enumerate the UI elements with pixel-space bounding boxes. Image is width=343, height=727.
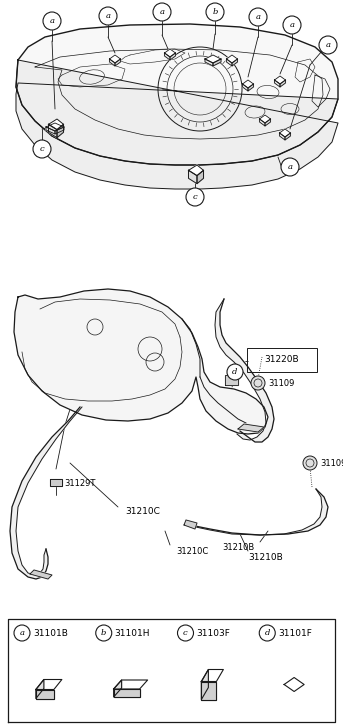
Polygon shape xyxy=(46,123,64,131)
Text: 31103F: 31103F xyxy=(197,629,230,638)
Text: a: a xyxy=(49,17,55,25)
Polygon shape xyxy=(36,680,44,699)
Text: a: a xyxy=(20,629,24,637)
Text: a: a xyxy=(159,8,165,16)
Text: a: a xyxy=(106,12,110,20)
Text: b: b xyxy=(101,629,106,637)
Circle shape xyxy=(43,12,61,30)
Polygon shape xyxy=(50,479,62,486)
Text: 31210B: 31210B xyxy=(222,542,254,552)
Text: 31109: 31109 xyxy=(320,459,343,467)
Polygon shape xyxy=(48,119,63,129)
Text: 31101B: 31101B xyxy=(33,629,68,638)
Polygon shape xyxy=(55,127,64,134)
Circle shape xyxy=(319,36,337,54)
Polygon shape xyxy=(115,59,120,66)
Circle shape xyxy=(251,376,265,390)
Polygon shape xyxy=(274,80,280,87)
Circle shape xyxy=(14,625,30,641)
Polygon shape xyxy=(8,619,335,722)
Text: c: c xyxy=(193,193,197,201)
Circle shape xyxy=(153,3,171,21)
Circle shape xyxy=(33,140,51,158)
Polygon shape xyxy=(189,170,197,184)
Polygon shape xyxy=(57,124,63,137)
Polygon shape xyxy=(274,76,285,84)
Polygon shape xyxy=(114,680,122,697)
Polygon shape xyxy=(260,119,265,126)
Polygon shape xyxy=(16,60,338,189)
Circle shape xyxy=(303,456,317,470)
Circle shape xyxy=(99,7,117,25)
Circle shape xyxy=(186,188,204,206)
Polygon shape xyxy=(205,55,221,63)
Circle shape xyxy=(283,16,301,34)
Polygon shape xyxy=(265,119,271,126)
Polygon shape xyxy=(215,299,274,442)
Polygon shape xyxy=(201,670,209,699)
Circle shape xyxy=(96,625,112,641)
Polygon shape xyxy=(190,489,328,535)
Polygon shape xyxy=(213,59,221,66)
Circle shape xyxy=(177,625,193,641)
Polygon shape xyxy=(280,133,285,140)
Text: a: a xyxy=(256,13,260,21)
Text: 31220B: 31220B xyxy=(265,356,299,364)
Text: a: a xyxy=(289,21,295,29)
Text: 31101H: 31101H xyxy=(115,629,150,638)
Circle shape xyxy=(206,3,224,21)
Polygon shape xyxy=(109,59,115,66)
Text: a: a xyxy=(287,163,293,171)
Polygon shape xyxy=(205,59,213,66)
Polygon shape xyxy=(232,59,237,66)
Polygon shape xyxy=(184,520,197,529)
Text: 31210C: 31210C xyxy=(125,507,160,516)
Polygon shape xyxy=(30,570,52,579)
Polygon shape xyxy=(226,59,232,66)
Text: 31101F: 31101F xyxy=(278,629,312,638)
Polygon shape xyxy=(260,115,271,123)
Text: d: d xyxy=(232,368,238,376)
Polygon shape xyxy=(48,124,57,137)
Polygon shape xyxy=(114,689,140,697)
Text: d: d xyxy=(264,629,270,637)
Circle shape xyxy=(259,625,275,641)
Text: 31129T: 31129T xyxy=(64,480,95,489)
Polygon shape xyxy=(285,133,291,140)
Polygon shape xyxy=(114,680,147,689)
Polygon shape xyxy=(225,375,238,385)
Polygon shape xyxy=(197,170,203,184)
Text: c: c xyxy=(183,629,188,637)
Polygon shape xyxy=(165,49,176,57)
Polygon shape xyxy=(201,681,216,699)
Polygon shape xyxy=(165,53,170,60)
Text: 31210B: 31210B xyxy=(248,553,283,561)
Polygon shape xyxy=(36,680,62,689)
Polygon shape xyxy=(243,80,253,88)
Polygon shape xyxy=(16,24,338,165)
Text: 31210C: 31210C xyxy=(176,547,208,556)
Polygon shape xyxy=(280,129,291,137)
Polygon shape xyxy=(248,84,253,91)
Circle shape xyxy=(281,158,299,176)
Polygon shape xyxy=(10,407,82,579)
Polygon shape xyxy=(280,80,285,87)
Polygon shape xyxy=(109,55,120,63)
Circle shape xyxy=(249,8,267,26)
Polygon shape xyxy=(284,678,304,691)
Text: a: a xyxy=(326,41,331,49)
Polygon shape xyxy=(201,670,223,681)
Text: b: b xyxy=(212,8,218,16)
Polygon shape xyxy=(226,55,237,63)
Polygon shape xyxy=(14,289,268,434)
Polygon shape xyxy=(36,689,54,699)
Polygon shape xyxy=(243,84,248,91)
Polygon shape xyxy=(170,53,176,60)
Polygon shape xyxy=(189,165,203,176)
Circle shape xyxy=(227,364,243,380)
Text: 31109: 31109 xyxy=(268,379,294,387)
Polygon shape xyxy=(46,127,55,134)
Polygon shape xyxy=(238,424,264,432)
Text: c: c xyxy=(40,145,44,153)
